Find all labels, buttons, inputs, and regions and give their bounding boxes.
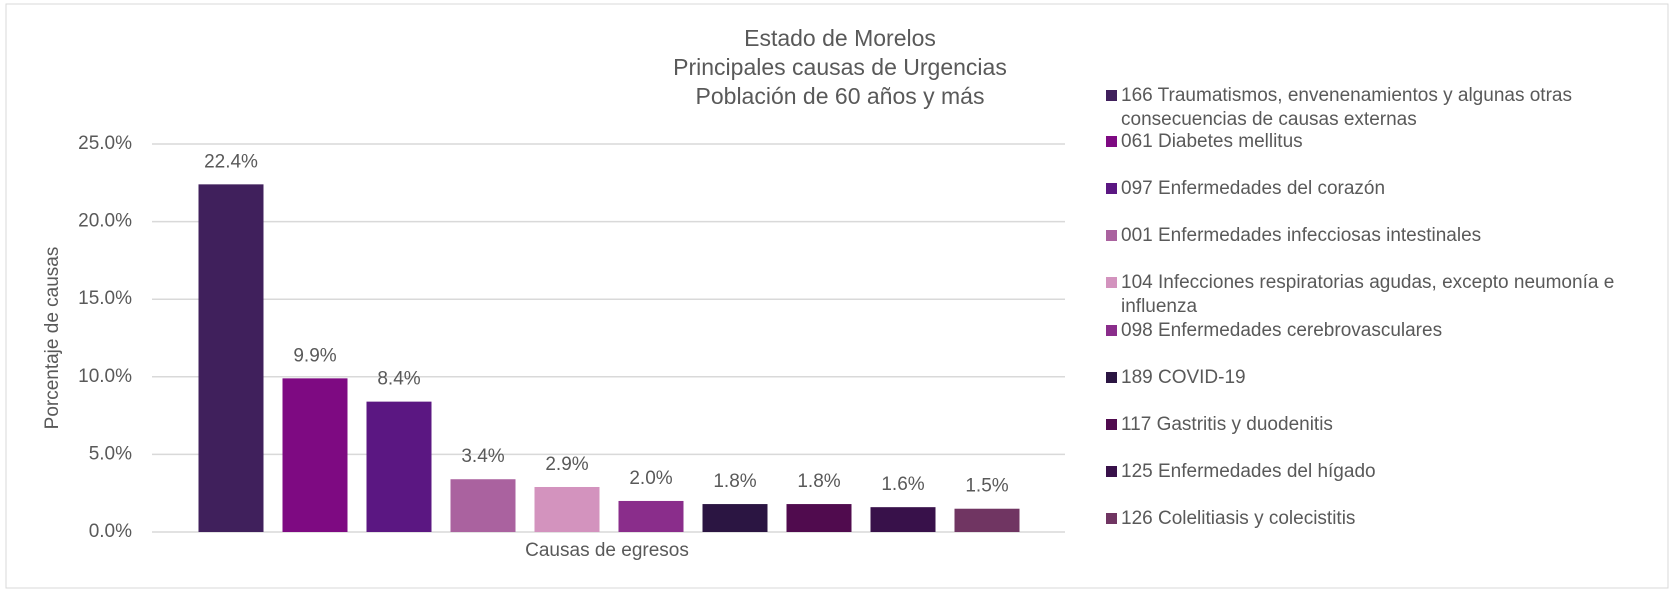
legend-swatch: [1106, 277, 1117, 288]
bar: [534, 486, 600, 532]
legend-label: 126 Colelitiasis y colecistitis: [1121, 508, 1356, 529]
data-label: 3.4%: [461, 446, 504, 467]
legend-item: 125 Enfermedades del hígado: [1106, 460, 1666, 484]
chart-border: [5, 3, 1669, 589]
x-axis-label: Causas de egresos: [525, 540, 689, 561]
legend-label: 061 Diabetes mellitus: [1121, 131, 1303, 152]
legend-swatch: [1106, 183, 1117, 194]
bar: [702, 504, 768, 532]
legend-label: 001 Enfermedades infecciosas intestinale…: [1121, 225, 1482, 246]
legend-item: 166 Traumatismos, envenenamientos y algu…: [1106, 84, 1666, 132]
legend-label: 125 Enfermedades del hígado: [1121, 461, 1376, 482]
data-label: 8.4%: [377, 369, 420, 390]
legend-item: 104 Infecciones respiratorias agudas, ex…: [1106, 271, 1666, 319]
legend-label: 189 COVID-19: [1121, 367, 1246, 388]
legend-label: 098 Enfermedades cerebrovasculares: [1121, 320, 1443, 341]
chart-title: Población de 60 años y más: [696, 83, 985, 109]
legend-label: 166 Traumatismos, envenenamientos y algu…: [1121, 85, 1572, 130]
y-tick-label: 15.0%: [78, 288, 132, 309]
data-label: 22.4%: [204, 151, 258, 172]
bar: [366, 401, 432, 532]
y-tick-label: 5.0%: [89, 443, 132, 464]
legend-item: 189 COVID-19: [1106, 366, 1666, 390]
bar: [786, 504, 852, 532]
legend-swatch: [1106, 513, 1117, 524]
legend-item: 126 Colelitiasis y colecistitis: [1106, 507, 1666, 531]
bar: [954, 508, 1020, 532]
data-label: 2.9%: [545, 454, 588, 475]
bar: [450, 479, 516, 532]
legend-swatch: [1106, 419, 1117, 430]
y-axis-label: Porcentaje de causas: [42, 247, 63, 430]
legend-swatch: [1106, 230, 1117, 241]
legend-label: 104 Infecciones respiratorias agudas, ex…: [1121, 272, 1615, 317]
chart-title: Estado de Morelos: [744, 25, 936, 51]
data-label: 1.5%: [965, 476, 1008, 497]
bar: [618, 500, 684, 532]
y-tick-label: 10.0%: [78, 366, 132, 387]
chart-title: Principales causas de Urgencias: [673, 54, 1007, 80]
data-label: 1.6%: [881, 474, 924, 495]
bar: [198, 184, 264, 533]
y-tick-label: 25.0%: [78, 133, 132, 154]
legend-swatch: [1106, 372, 1117, 383]
legend-swatch: [1106, 325, 1117, 336]
legend-item: 097 Enfermedades del corazón: [1106, 177, 1666, 201]
data-label: 2.0%: [629, 468, 672, 489]
legend-label: 117 Gastritis y duodenitis: [1121, 414, 1333, 435]
data-label: 9.9%: [293, 345, 336, 366]
legend-swatch: [1106, 90, 1117, 101]
bar: [282, 378, 348, 532]
y-tick-label: 0.0%: [89, 521, 132, 542]
legend-label: 097 Enfermedades del corazón: [1121, 178, 1386, 199]
bar: [870, 507, 936, 532]
legend-item: 001 Enfermedades infecciosas intestinale…: [1106, 224, 1666, 248]
legend-item: 098 Enfermedades cerebrovasculares: [1106, 319, 1666, 343]
legend-swatch: [1106, 466, 1117, 477]
legend-item: 061 Diabetes mellitus: [1106, 130, 1666, 154]
legend-swatch: [1106, 136, 1117, 147]
legend-item: 117 Gastritis y duodenitis: [1106, 413, 1666, 437]
data-label: 1.8%: [713, 471, 756, 492]
y-tick-label: 20.0%: [78, 211, 132, 232]
data-label: 1.8%: [797, 471, 840, 492]
